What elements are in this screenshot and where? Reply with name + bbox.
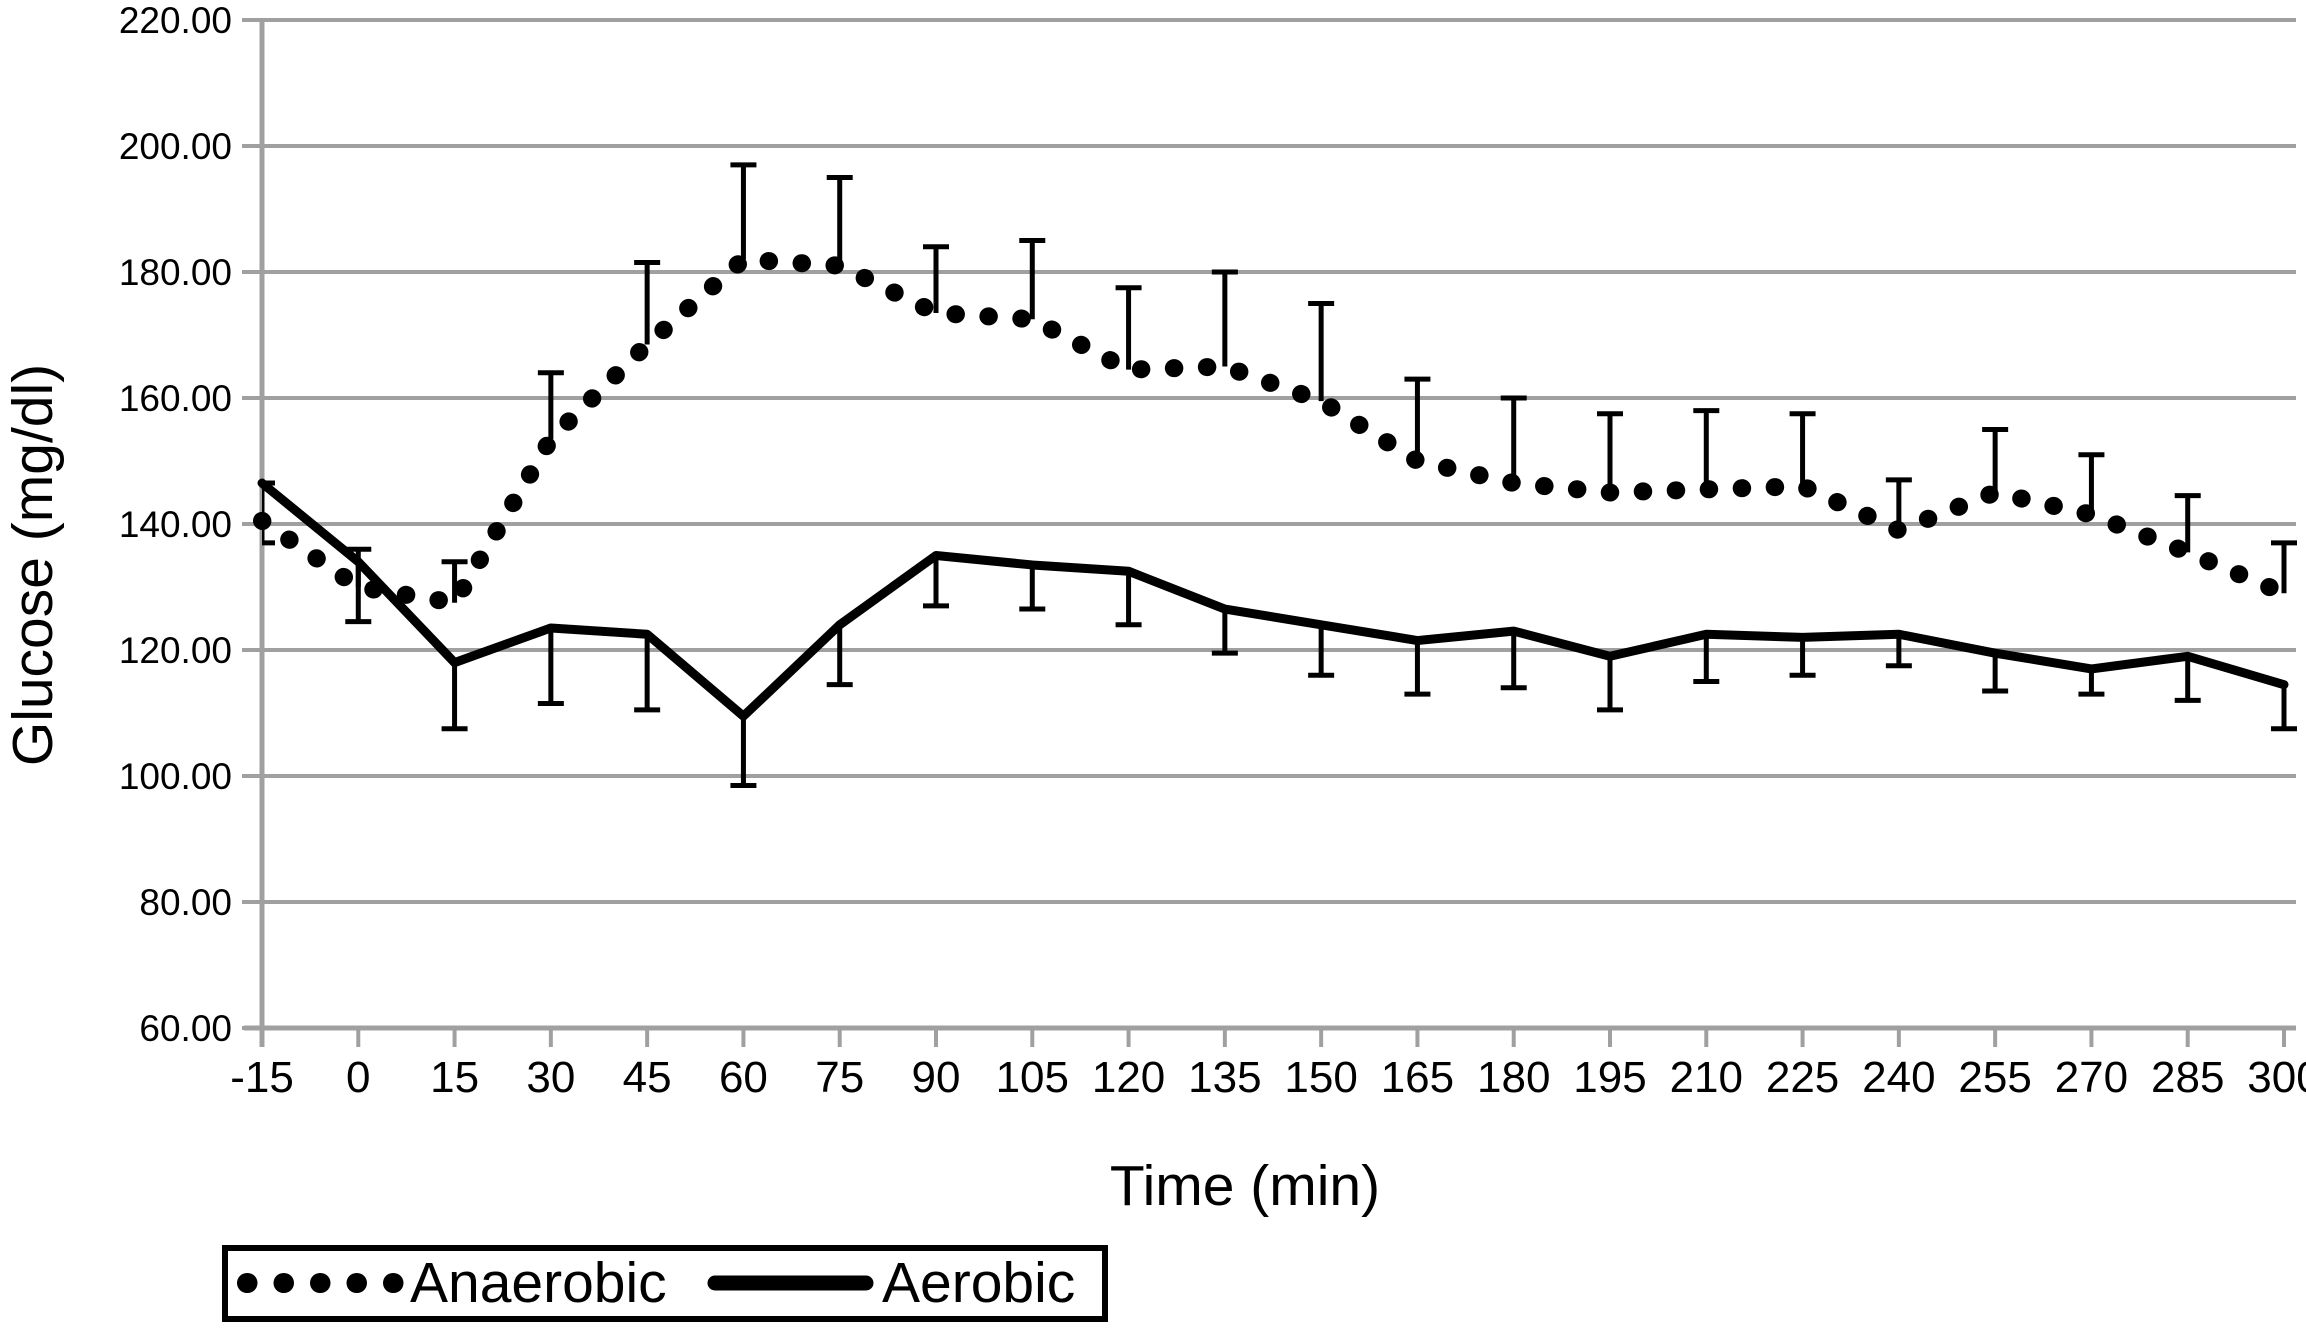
legend-aerobic-label: Aerobic bbox=[882, 1251, 1075, 1315]
y-tick-label: 140.00 bbox=[119, 504, 232, 545]
x-tick-label: 30 bbox=[526, 1053, 575, 1102]
y-tick-label: 180.00 bbox=[119, 252, 232, 293]
y-axis-tick-labels: 220.00 200.00 180.00 160.00 140.00 120.00 100.… bbox=[119, 0, 232, 1049]
x-tick-label: 270 bbox=[2055, 1053, 2128, 1102]
x-tick-label: 210 bbox=[1670, 1053, 1743, 1102]
y-tick-label: 120.00 bbox=[119, 630, 232, 671]
x-tick-label: 15 bbox=[430, 1053, 479, 1102]
series-lines bbox=[253, 250, 2293, 721]
aerobic-series-line bbox=[257, 478, 2289, 721]
x-tick-label: 300 bbox=[2247, 1053, 2306, 1102]
x-tick-label: 240 bbox=[1862, 1053, 1935, 1102]
error-bars bbox=[262, 162, 2297, 788]
x-tick-label: 195 bbox=[1573, 1053, 1646, 1102]
axes bbox=[242, 18, 2296, 1047]
x-tick-label: 135 bbox=[1188, 1053, 1261, 1102]
x-tick-label: 45 bbox=[623, 1053, 672, 1102]
x-tick-label: 60 bbox=[719, 1053, 768, 1102]
x-tick-label: 165 bbox=[1381, 1053, 1454, 1102]
x-tick-label: 150 bbox=[1284, 1053, 1357, 1102]
y-tick-label: 60.00 bbox=[139, 1008, 232, 1049]
x-axis-tick-labels: -15 0 15 30 45 60 75 90 105 120 135 150 165 180 195 210… bbox=[230, 1053, 2306, 1102]
x-tick-label: 225 bbox=[1766, 1053, 1839, 1102]
y-tick-label: 100.00 bbox=[119, 756, 232, 797]
y-axis-title: Glucose (mg/dl) bbox=[1, 364, 65, 766]
y-tick-label: 200.00 bbox=[119, 126, 232, 167]
x-tick-label: 255 bbox=[1958, 1053, 2031, 1102]
legend-anaerobic-label: Anaerobic bbox=[410, 1251, 667, 1315]
x-tick-label: 285 bbox=[2151, 1053, 2224, 1102]
x-tick-label: 90 bbox=[912, 1053, 961, 1102]
x-tick-label: -15 bbox=[230, 1053, 294, 1102]
x-tick-label: 180 bbox=[1477, 1053, 1550, 1102]
x-tick-label: 75 bbox=[815, 1053, 864, 1102]
y-tick-label: 220.00 bbox=[119, 0, 232, 41]
anaerobic-series-line bbox=[253, 250, 2293, 612]
legend: Anaerobic Aerobic bbox=[222, 1245, 1108, 1322]
x-tick-label: 0 bbox=[346, 1053, 370, 1102]
x-axis-title: Time (min) bbox=[1110, 1154, 1380, 1218]
gridlines bbox=[262, 18, 2296, 1030]
legend-box bbox=[222, 1245, 1108, 1322]
y-tick-label: 80.00 bbox=[139, 882, 232, 923]
x-tick-label: 105 bbox=[996, 1053, 1069, 1102]
y-tick-label: 160.00 bbox=[119, 378, 232, 419]
x-tick-label: 120 bbox=[1092, 1053, 1165, 1102]
